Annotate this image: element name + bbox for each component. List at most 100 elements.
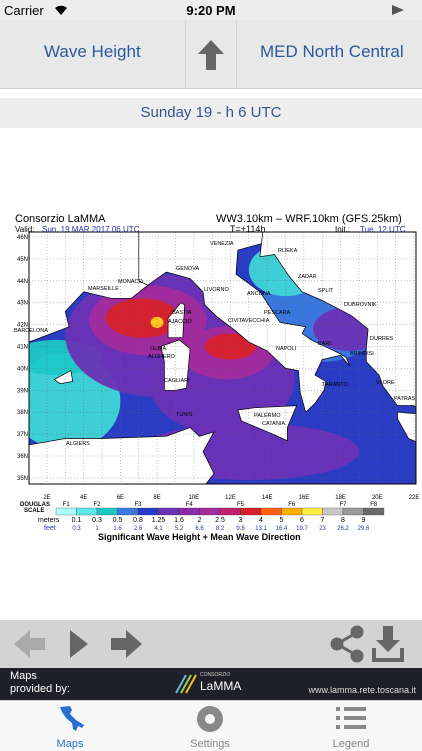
- scale-swatch: [302, 508, 323, 515]
- feet-value: 9.8: [236, 526, 245, 532]
- feet-label: feet: [44, 525, 56, 532]
- lat-label: 35N: [17, 476, 28, 482]
- init-label: Init.:: [335, 225, 350, 234]
- up-button[interactable]: [186, 20, 236, 88]
- init-date: Tue, 12 UTC: [360, 225, 406, 234]
- tab-bar: Maps Settings Legend: [0, 700, 422, 751]
- logo-text: LaMMA: [200, 679, 241, 693]
- city-label: TUNIS: [176, 412, 193, 418]
- feet-value: 2.6: [134, 526, 143, 532]
- force-label: F2: [93, 502, 101, 508]
- forward-button[interactable]: [111, 630, 142, 658]
- scale-label: SCALE: [24, 508, 44, 514]
- city-label: VLORE: [376, 380, 395, 386]
- feet-value: 6.6: [195, 526, 204, 532]
- tab-legend[interactable]: Legend: [311, 738, 391, 750]
- lon-label: 12E: [225, 495, 236, 501]
- scale-swatch: [364, 508, 385, 515]
- meters-value: 1.25: [152, 517, 166, 524]
- tab-icons: [0, 701, 422, 737]
- meters-value: 7: [321, 517, 325, 524]
- city-label: CATANIA: [262, 421, 285, 427]
- logo-small: CONSORZIO: [200, 672, 230, 678]
- tab-settings[interactable]: Settings: [170, 738, 250, 750]
- back-button[interactable]: [14, 630, 45, 658]
- lon-label: 20E: [372, 495, 383, 501]
- legend-icon[interactable]: [336, 707, 366, 729]
- logo-mark: [174, 671, 198, 695]
- lon-label: 4E: [80, 495, 87, 501]
- lat-label: 44N: [17, 279, 28, 285]
- lat-label: 39N: [17, 388, 28, 394]
- play-button[interactable]: [70, 630, 88, 658]
- city-label: PALERMO: [254, 413, 281, 419]
- city-label: BRINDISI: [350, 351, 374, 357]
- meters-value: 8: [341, 517, 345, 524]
- scale-swatch: [138, 508, 159, 515]
- meters-value: 1.6: [174, 517, 184, 524]
- lat-label: 36N: [17, 454, 28, 460]
- download-button[interactable]: [372, 626, 404, 662]
- meters-value: 6: [300, 517, 304, 524]
- city-label: BARCELONA: [14, 328, 48, 334]
- valid-date: Sun, 19 MAR 2017 06 UTC: [42, 225, 140, 234]
- meters-value: 4: [259, 517, 263, 524]
- lat-label: 41N: [17, 345, 28, 351]
- scale-swatch: [343, 508, 364, 515]
- city-label: TARANTO: [322, 382, 348, 388]
- city-label: RIJEKA: [278, 248, 298, 254]
- share-button[interactable]: [332, 627, 362, 661]
- meters-value: 9: [362, 517, 366, 524]
- website[interactable]: www.lamma.rete.toscana.it: [308, 685, 416, 695]
- scale-swatch: [159, 508, 180, 515]
- city-label: ZADAR: [298, 274, 317, 280]
- city-label: AJACCIO: [168, 319, 193, 325]
- scale-swatch: [56, 508, 77, 515]
- city-label: NAPOLI: [276, 346, 297, 352]
- nav-right-label[interactable]: MED North Central: [260, 42, 404, 62]
- feet-value: 5.2: [175, 526, 184, 532]
- lat-label: 45N: [17, 257, 28, 263]
- lon-label: 16E: [299, 495, 310, 501]
- toolbar: [0, 620, 422, 668]
- city-label: ANCONA: [247, 291, 271, 297]
- meters-value: 5: [280, 517, 284, 524]
- force-label: F8: [370, 502, 378, 508]
- feet-value: 4.1: [154, 526, 163, 532]
- feet-value: 1.6: [113, 526, 122, 532]
- force-label: F4: [186, 502, 194, 508]
- scale-swatch: [282, 508, 303, 515]
- meters-value: 0.3: [92, 517, 102, 524]
- force-label: F6: [288, 502, 296, 508]
- city-label: CIVITAVECCHIA: [228, 318, 270, 324]
- tab-maps[interactable]: Maps: [30, 738, 110, 750]
- force-label: F3: [134, 502, 142, 508]
- lon-label: 10E: [188, 495, 199, 501]
- feet-value: 8.2: [216, 526, 225, 532]
- lat-label: 43N: [17, 301, 28, 307]
- footer: Maps provided by: CONSORZIO LaMMA www.la…: [0, 668, 422, 700]
- city-label: ALGIERS: [66, 441, 90, 447]
- force-label: F1: [63, 502, 71, 508]
- lat-label: 40N: [17, 366, 28, 372]
- meters-value: 0.8: [133, 517, 143, 524]
- meters-value: 0.5: [113, 517, 123, 524]
- lat-label: 46N: [17, 235, 28, 241]
- maps-icon[interactable]: [60, 706, 84, 731]
- valid-label: Valid:: [15, 225, 34, 234]
- city-label: LIVORNO: [204, 287, 229, 293]
- feet-value: 26.2: [337, 526, 349, 532]
- meters-value: 2: [198, 517, 202, 524]
- scale-swatch: [77, 508, 98, 515]
- scale-swatch: [261, 508, 282, 515]
- city-label: MARSEILLE: [88, 286, 119, 292]
- city-label: MONACO: [118, 279, 143, 285]
- lat-label: 37N: [17, 432, 28, 438]
- meters-label: meters: [38, 517, 60, 524]
- city-label: DUBROVNIK: [344, 302, 377, 308]
- credit: Maps provided by:: [10, 670, 80, 696]
- lon-label: 2E: [43, 495, 50, 501]
- nav-left-label[interactable]: Wave Height: [44, 42, 141, 62]
- city-label: CAGLIARI: [164, 378, 190, 384]
